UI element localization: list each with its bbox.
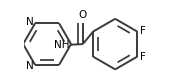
Text: F: F xyxy=(140,52,146,62)
Text: O: O xyxy=(79,10,87,20)
Text: N: N xyxy=(26,61,34,71)
Text: NH: NH xyxy=(54,40,69,50)
Text: N: N xyxy=(26,17,34,27)
Text: F: F xyxy=(140,26,146,36)
